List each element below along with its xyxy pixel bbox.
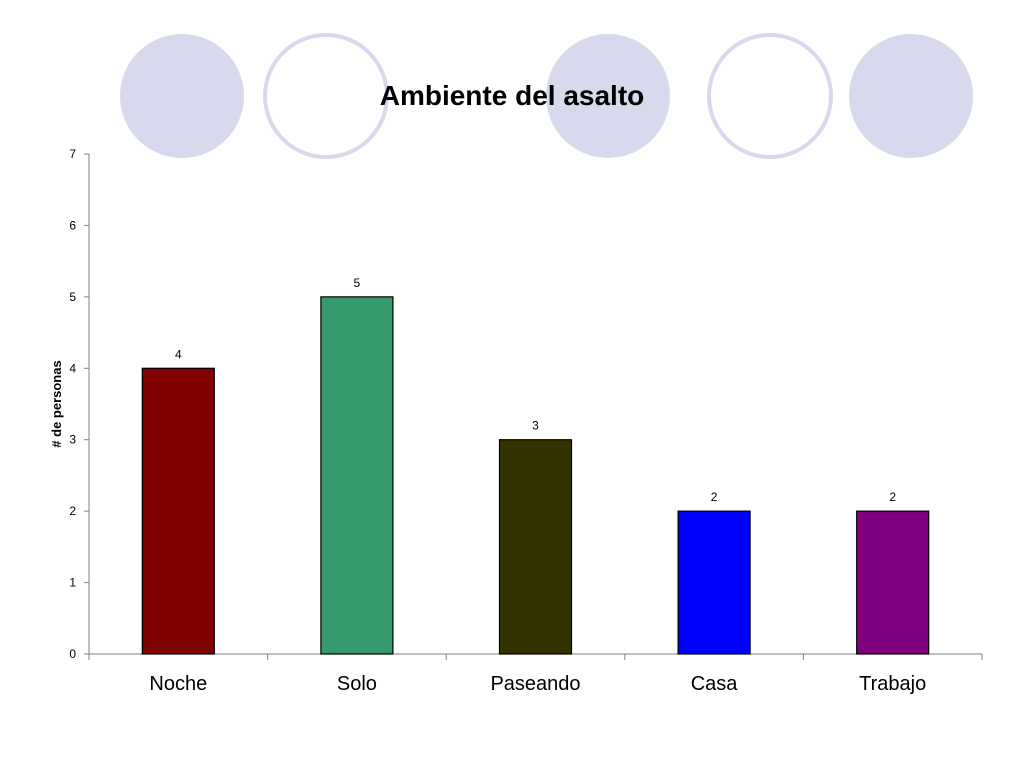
- data-label: 2: [889, 490, 896, 504]
- y-tick-label: 6: [69, 218, 76, 232]
- bar-paseando: [498, 439, 573, 655]
- x-category-label: Trabajo: [859, 673, 926, 695]
- decor-circle-filled-1: [120, 34, 244, 158]
- y-tick-label: 3: [69, 433, 76, 447]
- y-tick-label: 7: [69, 147, 76, 161]
- decorative-circles: [120, 33, 973, 159]
- data-label: 3: [532, 419, 539, 433]
- x-category-label: Noche: [149, 673, 207, 695]
- y-tick-label: 0: [69, 647, 76, 661]
- decor-circle-filled-2: [546, 34, 670, 158]
- decor-circle-filled-3: [849, 34, 973, 158]
- y-tick-label: 5: [69, 290, 76, 304]
- plot-area: 0 1 2 3 4 5 6 7 4 Noche 5 Solo 3 Paseando 2 Casa 2 Trabaj…: [69, 147, 983, 695]
- data-label: 2: [711, 490, 718, 504]
- bar-casa: [677, 510, 751, 655]
- bar-solo: [320, 296, 394, 655]
- x-category-label: Solo: [337, 673, 377, 695]
- y-tick-label: 2: [69, 504, 76, 518]
- bar-noche: [141, 367, 215, 655]
- y-axis-title: # de personas: [49, 360, 64, 447]
- chart-title: Ambiente del asalto: [380, 80, 645, 111]
- bar-trabajo: [856, 510, 930, 655]
- data-label: 4: [175, 347, 182, 361]
- x-category-label: Casa: [691, 673, 739, 695]
- data-label: 5: [354, 276, 361, 290]
- decor-circle-outline-2: [707, 33, 833, 159]
- y-tick-label: 4: [69, 361, 76, 375]
- x-category-label: Paseando: [490, 673, 580, 695]
- y-tick-label: 1: [69, 576, 76, 590]
- decor-circle-outline-1: [263, 33, 389, 159]
